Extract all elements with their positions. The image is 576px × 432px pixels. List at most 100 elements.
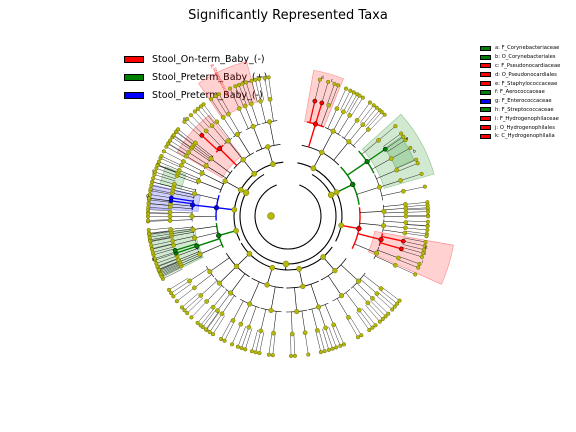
branch-line	[174, 183, 196, 191]
branch-line	[186, 118, 204, 135]
branch-line	[404, 232, 427, 237]
family-node	[377, 184, 383, 190]
genus-node	[354, 117, 360, 123]
taxa-legend-item: i: F_Hydrogenophilaceae	[480, 114, 560, 123]
species-node	[422, 184, 427, 189]
group-legend-item: Stool_Preterm_Baby_(+)	[124, 68, 267, 86]
genus-node	[398, 178, 403, 183]
branch-line	[304, 332, 309, 355]
genus-node	[341, 109, 346, 115]
branch-line	[197, 108, 213, 126]
family-node	[216, 280, 222, 286]
branch-line	[179, 253, 200, 263]
species-node	[147, 192, 152, 197]
class-node	[296, 265, 302, 272]
branch-line	[176, 175, 198, 184]
branch-line	[205, 311, 219, 330]
branch-line	[366, 148, 386, 163]
group-label: Stool_Preterm_Baby_(-)	[152, 89, 263, 101]
branch-line	[405, 224, 428, 227]
branch-arc	[239, 173, 337, 265]
order-node	[222, 178, 228, 184]
species-node	[336, 83, 341, 88]
phylum-node	[282, 260, 290, 268]
family-node	[208, 156, 214, 162]
taxa-swatch	[480, 116, 491, 122]
branch-line	[359, 222, 384, 226]
family-node	[316, 304, 322, 310]
species-node	[332, 81, 337, 86]
species-node	[222, 338, 227, 343]
branch-line	[314, 79, 321, 102]
genus-node	[314, 327, 320, 333]
genus-node	[365, 300, 371, 306]
species-node	[306, 352, 311, 357]
branch-line	[321, 81, 329, 104]
clade-letter: a	[406, 136, 409, 141]
family-node	[192, 235, 198, 241]
branch-line	[151, 185, 173, 191]
class-node	[246, 250, 253, 257]
branch-line	[202, 309, 217, 328]
group-legend-item: Stool_Preterm_Baby_(-)	[124, 86, 267, 104]
branch-line	[199, 244, 223, 255]
genus-node	[312, 98, 318, 104]
branch-line	[224, 321, 235, 341]
branch-line	[217, 292, 231, 311]
branch-line	[181, 165, 202, 176]
family-node	[373, 250, 380, 256]
branch-line	[259, 78, 264, 101]
genus-node	[267, 97, 273, 102]
species-node	[154, 261, 159, 266]
genus-node	[347, 113, 353, 118]
branch-line	[171, 280, 190, 294]
branch-line	[397, 259, 419, 268]
branch-line	[188, 152, 208, 165]
species-node	[174, 299, 179, 304]
branch-line	[405, 227, 428, 231]
family-node	[268, 307, 274, 314]
branch-line	[149, 233, 172, 238]
branch-line	[171, 230, 194, 235]
clade-letter: i	[422, 259, 423, 264]
clade-letter: d	[321, 75, 324, 80]
branch-line	[340, 90, 351, 111]
branch-line	[334, 324, 345, 345]
genus-node	[219, 311, 225, 317]
order-node	[265, 144, 271, 150]
branch-line	[362, 107, 377, 125]
branch-arc	[254, 184, 322, 250]
taxa-legend-item: b: O_Corynebacteriales	[480, 53, 560, 62]
group-label: Stool_On-term_Baby_(-)	[152, 53, 265, 65]
branch-line	[153, 248, 175, 256]
genus-node	[220, 115, 226, 120]
branch-line	[377, 249, 399, 259]
branch-line	[400, 173, 422, 181]
family-node	[225, 138, 231, 144]
branch-line	[352, 286, 369, 304]
branch-line	[195, 142, 213, 157]
family-node	[190, 202, 196, 208]
branch-line	[160, 263, 181, 274]
branch-line	[382, 229, 405, 234]
branch-line	[236, 253, 250, 267]
species-node	[338, 343, 343, 348]
species-node	[150, 179, 155, 185]
branch-line	[203, 104, 217, 123]
branch-line	[380, 242, 402, 250]
branch-line	[346, 161, 368, 176]
branch-line	[321, 131, 334, 153]
taxa-label: f: F_Aerococcaceae	[495, 89, 545, 96]
branch-line	[365, 304, 380, 322]
species-node	[201, 102, 206, 107]
branch-line	[206, 165, 227, 179]
branch-line	[405, 204, 428, 207]
species-node	[408, 145, 413, 150]
branch-line	[311, 308, 318, 331]
species-node	[213, 94, 218, 99]
branch-line	[161, 265, 182, 276]
branch-line	[149, 198, 171, 202]
branch-line	[228, 113, 240, 134]
branch-line	[163, 151, 184, 162]
species-node	[253, 77, 258, 82]
